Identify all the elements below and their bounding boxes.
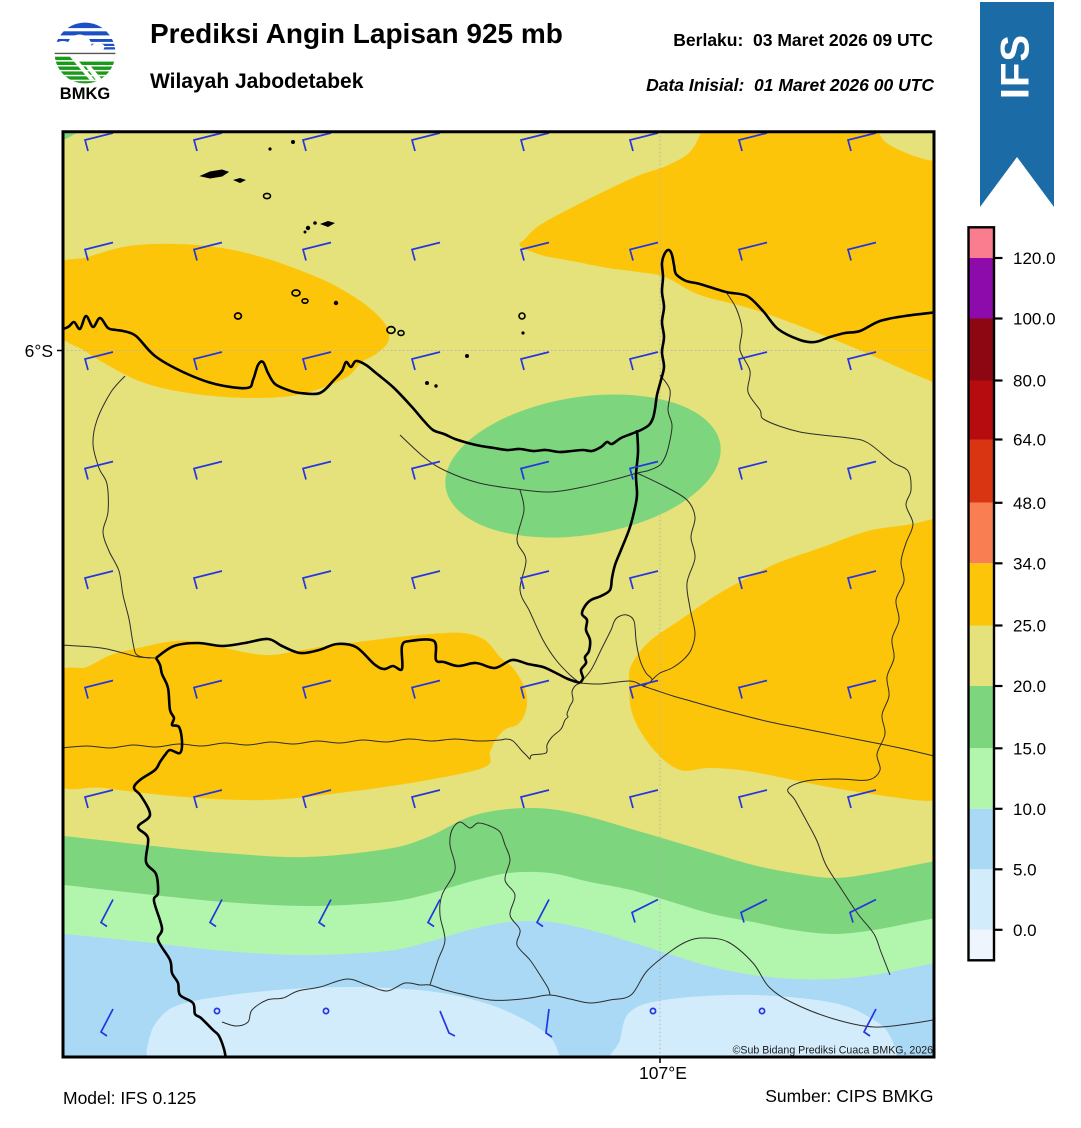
- svg-text:BMKG: BMKG: [60, 85, 110, 103]
- svg-text:48.0: 48.0: [1013, 494, 1046, 513]
- svg-text:25.0: 25.0: [1013, 617, 1046, 636]
- svg-text:0.0: 0.0: [1013, 921, 1037, 940]
- svg-text:10.0: 10.0: [1013, 800, 1046, 819]
- svg-text:120.0: 120.0: [1013, 249, 1056, 268]
- svg-text:64.0: 64.0: [1013, 431, 1046, 450]
- svg-text:IFS: IFS: [994, 34, 1038, 99]
- svg-text:©Sub Bidang Prediksi Cuaca BMK: ©Sub Bidang Prediksi Cuaca BMKG, 2026: [733, 1045, 933, 1057]
- svg-text:20.0: 20.0: [1013, 677, 1046, 696]
- svg-text:100.0: 100.0: [1013, 310, 1056, 329]
- svg-text:15.0: 15.0: [1013, 739, 1046, 758]
- svg-text:80.0: 80.0: [1013, 372, 1046, 391]
- svg-text:5.0: 5.0: [1013, 860, 1037, 879]
- svg-text:34.0: 34.0: [1013, 554, 1046, 573]
